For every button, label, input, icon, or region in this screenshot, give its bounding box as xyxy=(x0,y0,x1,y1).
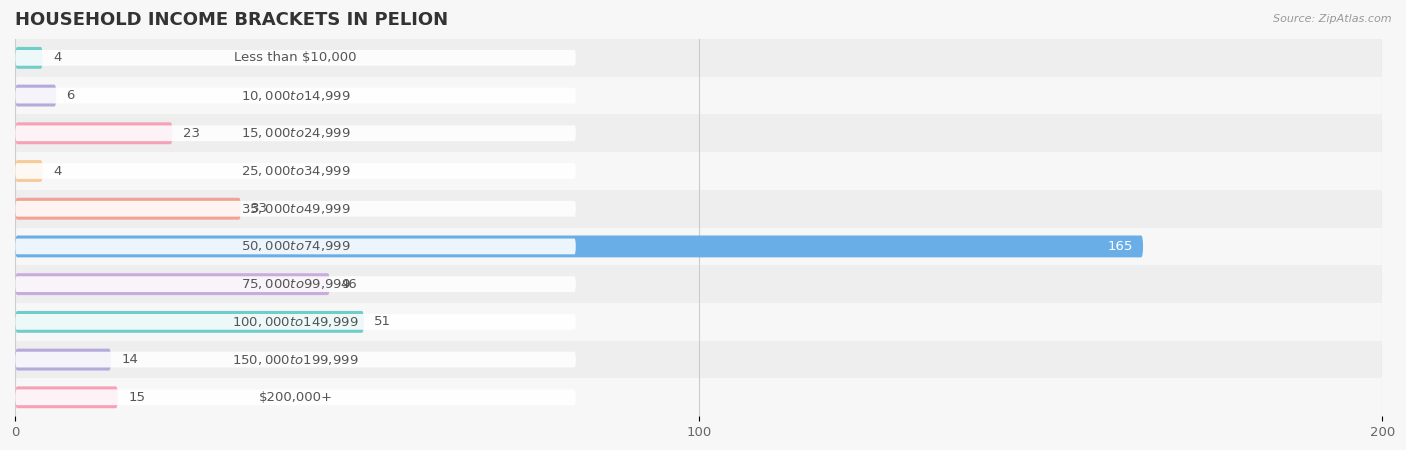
Text: 46: 46 xyxy=(340,278,357,291)
Text: $10,000 to $14,999: $10,000 to $14,999 xyxy=(240,89,350,103)
Text: $50,000 to $74,999: $50,000 to $74,999 xyxy=(240,239,350,253)
Text: $75,000 to $99,999: $75,000 to $99,999 xyxy=(240,277,350,291)
Text: $15,000 to $24,999: $15,000 to $24,999 xyxy=(240,126,350,140)
Text: $150,000 to $199,999: $150,000 to $199,999 xyxy=(232,353,359,367)
Text: Source: ZipAtlas.com: Source: ZipAtlas.com xyxy=(1274,14,1392,23)
FancyBboxPatch shape xyxy=(15,47,42,69)
FancyBboxPatch shape xyxy=(15,198,240,220)
FancyBboxPatch shape xyxy=(15,387,118,408)
FancyBboxPatch shape xyxy=(15,126,575,141)
FancyBboxPatch shape xyxy=(15,273,329,295)
Text: Less than $10,000: Less than $10,000 xyxy=(235,51,357,64)
Bar xyxy=(15,76,1382,114)
FancyBboxPatch shape xyxy=(15,349,111,370)
FancyBboxPatch shape xyxy=(15,389,575,405)
Bar xyxy=(15,39,1382,76)
Bar xyxy=(15,228,1382,266)
FancyBboxPatch shape xyxy=(15,160,42,182)
Bar xyxy=(15,114,1382,152)
Text: 4: 4 xyxy=(53,51,62,64)
Bar xyxy=(15,303,1382,341)
FancyBboxPatch shape xyxy=(15,85,56,107)
Text: 23: 23 xyxy=(183,127,200,140)
Text: 51: 51 xyxy=(374,315,391,328)
FancyBboxPatch shape xyxy=(15,276,575,292)
Bar xyxy=(15,152,1382,190)
Bar xyxy=(15,341,1382,378)
Text: $25,000 to $34,999: $25,000 to $34,999 xyxy=(240,164,350,178)
Text: $200,000+: $200,000+ xyxy=(259,391,333,404)
FancyBboxPatch shape xyxy=(15,122,173,144)
Text: 15: 15 xyxy=(128,391,145,404)
Text: 33: 33 xyxy=(252,202,269,215)
Text: HOUSEHOLD INCOME BRACKETS IN PELION: HOUSEHOLD INCOME BRACKETS IN PELION xyxy=(15,11,449,29)
Bar xyxy=(15,266,1382,303)
Text: $35,000 to $49,999: $35,000 to $49,999 xyxy=(240,202,350,216)
Text: 165: 165 xyxy=(1108,240,1133,253)
Text: 4: 4 xyxy=(53,165,62,177)
FancyBboxPatch shape xyxy=(15,88,575,104)
FancyBboxPatch shape xyxy=(15,163,575,179)
Bar xyxy=(15,378,1382,416)
Text: 14: 14 xyxy=(121,353,138,366)
FancyBboxPatch shape xyxy=(15,50,575,66)
FancyBboxPatch shape xyxy=(15,201,575,216)
Text: $100,000 to $149,999: $100,000 to $149,999 xyxy=(232,315,359,329)
Text: 6: 6 xyxy=(66,89,75,102)
FancyBboxPatch shape xyxy=(15,235,1143,257)
FancyBboxPatch shape xyxy=(15,314,575,330)
FancyBboxPatch shape xyxy=(15,311,364,333)
FancyBboxPatch shape xyxy=(15,238,575,254)
FancyBboxPatch shape xyxy=(15,352,575,368)
Bar xyxy=(15,190,1382,228)
